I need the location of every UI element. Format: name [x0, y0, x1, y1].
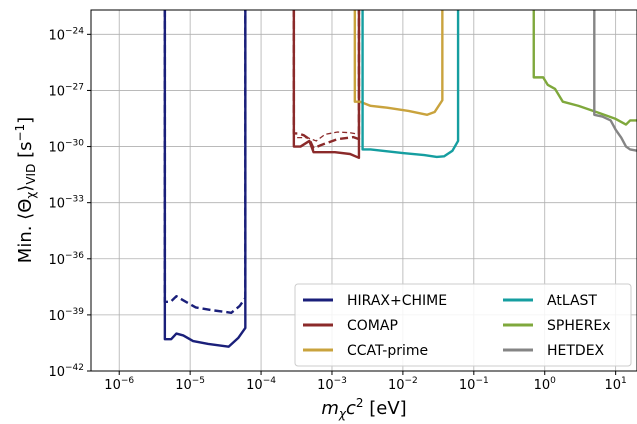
x-tick-label: 10−3	[317, 376, 347, 393]
x-tick-label: 10−6	[104, 376, 134, 393]
y-tick-label: 10−39	[48, 307, 84, 324]
series-line-hirax-chime-dashed	[163, 10, 247, 314]
legend-label: SPHEREx	[547, 318, 611, 334]
y-tick-label: 10−42	[48, 363, 84, 380]
x-axis-label: mχc2 [eV]	[321, 396, 406, 421]
legend-label: HIRAX+CHIME	[347, 293, 447, 309]
series-line-hetdex-solid	[593, 10, 637, 152]
x-tick-label: 10−1	[459, 376, 489, 393]
series-line-hirax-chime-solid	[163, 10, 247, 348]
y-axis-label: Min. ⟨Θχ⟩VID [s−1]	[13, 117, 38, 263]
x-tick-label: 101	[605, 376, 627, 393]
series-line-atlast-solid	[361, 10, 460, 159]
series-line-spherex-solid	[532, 10, 637, 126]
series-line-comap-solid	[292, 10, 361, 160]
y-tick-label: 10−33	[48, 195, 84, 212]
axes	[90, 9, 637, 372]
x-tick-label: 10−2	[388, 376, 418, 393]
legend-label: COMAP	[347, 318, 398, 334]
series-line-comap-thin-dashed	[293, 10, 360, 142]
x-tick-label: 10−5	[175, 376, 205, 393]
plot-frame	[90, 9, 637, 372]
legend-label: AtLAST	[547, 293, 597, 309]
y-tick-label: 10−36	[48, 251, 84, 268]
y-tick-label: 10−30	[48, 139, 84, 156]
legend-box	[294, 283, 632, 367]
grid	[91, 10, 637, 372]
x-tick-label: 10−4	[246, 376, 276, 393]
ticks: 10−6 10−5 10−4 10−3 10−2 10−1 100 101 10−42 10−39…	[48, 26, 626, 393]
legend: HIRAX+CHIME COMAP CCAT-prime AtLAST SPHEREx H…	[294, 283, 632, 367]
legend-label: HETDEX	[547, 343, 605, 359]
series-line-comap-dashed	[292, 10, 361, 150]
series-line-ccat-prime-solid	[353, 10, 444, 116]
series-group	[163, 10, 637, 348]
y-tick-label: 10−24	[48, 26, 84, 43]
legend-label: CCAT-prime	[347, 343, 428, 359]
y-tick-label: 10−27	[48, 82, 84, 99]
x-tick-label: 100	[534, 376, 557, 393]
